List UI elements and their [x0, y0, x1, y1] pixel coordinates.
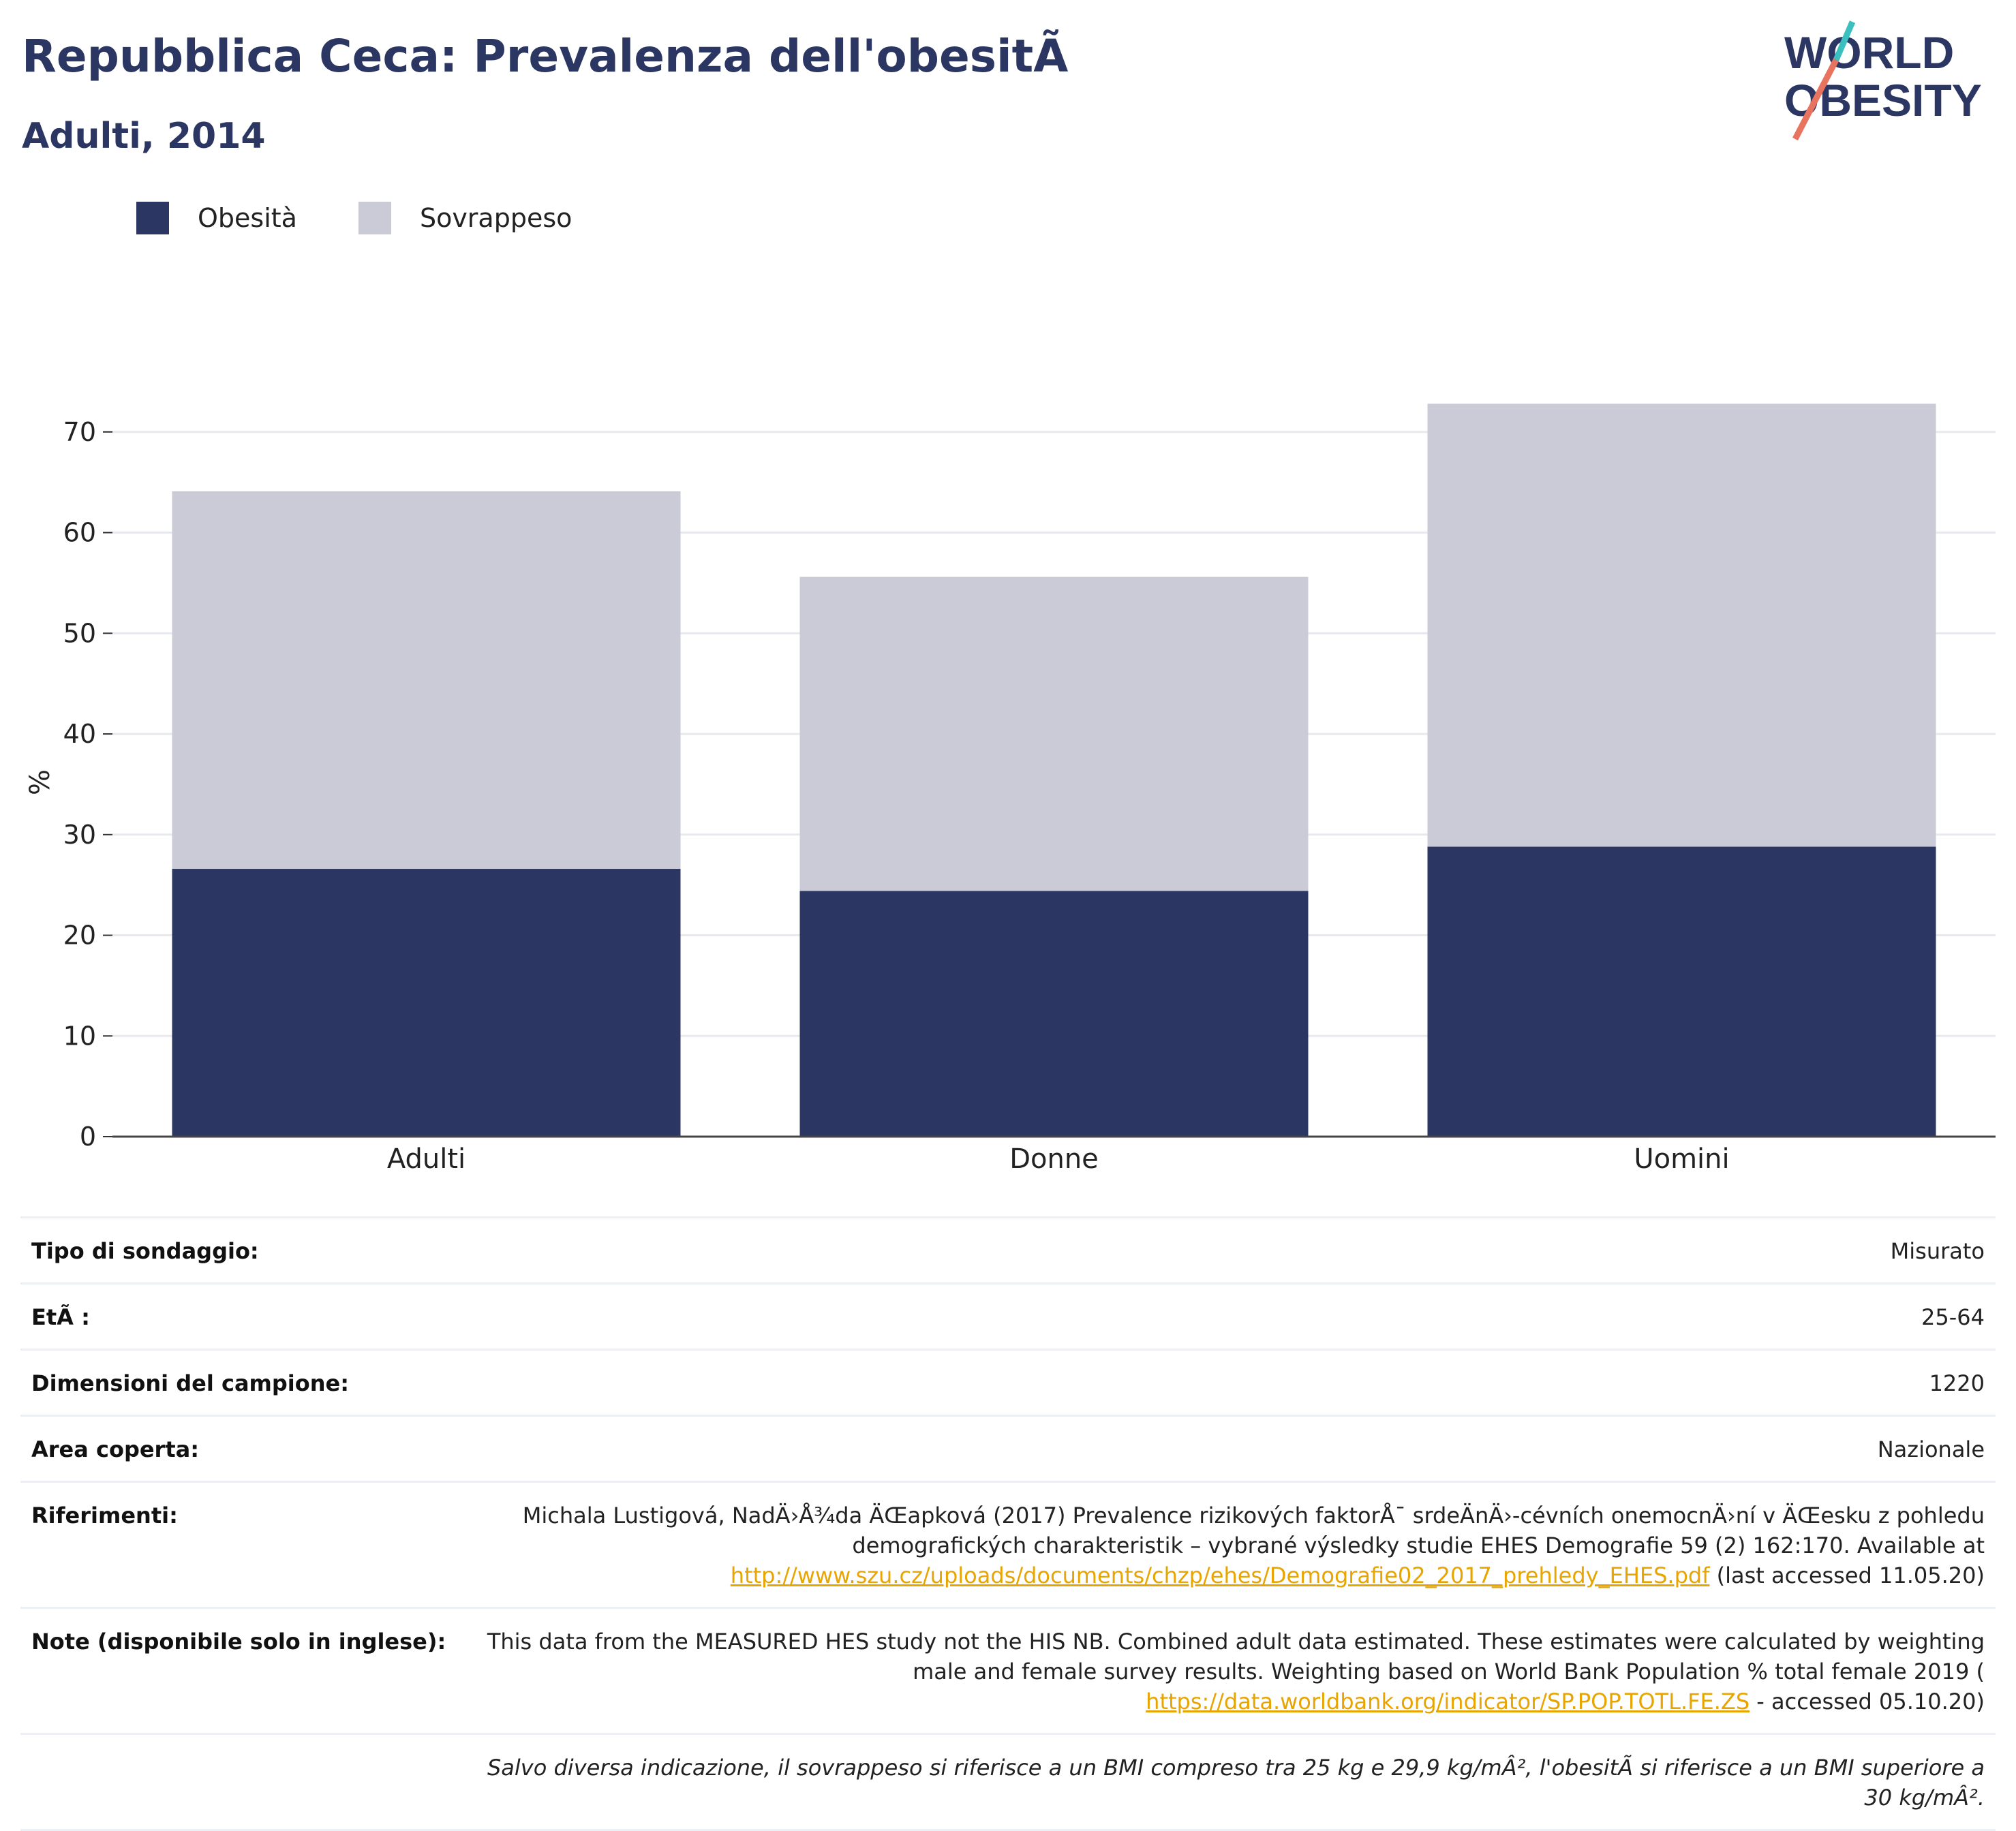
- sample-size-value: 1220: [1929, 1370, 1985, 1396]
- references-text: Michala Lustigová, NadÄ›Å¾da ÄŒapková (2…: [522, 1503, 1985, 1558]
- y-tick-label-0: 0: [80, 1122, 96, 1152]
- legend-item-obesity[interactable]: Obesità: [136, 202, 297, 234]
- logo-coral-slash: [1792, 58, 1839, 141]
- bar-donne-overweight: [799, 576, 1309, 891]
- info-row-footnote: Salvo diversa indicazione, il sovrappeso…: [20, 1733, 1996, 1831]
- info-row-area: Area coperta: Nazionale: [20, 1415, 1996, 1481]
- y-tick-label-50: 50: [63, 618, 96, 648]
- x-tick-label-donne: Donne: [1009, 1143, 1099, 1175]
- notes-accessed: - accessed 05.10.20): [1756, 1689, 1985, 1714]
- bar-adulti-obesity: [172, 869, 681, 1137]
- y-tick-label-20: 20: [63, 921, 96, 951]
- y-tick-label-40: 40: [63, 719, 96, 749]
- legend-label-overweight: Sovrappeso: [419, 203, 572, 233]
- bmi-footnote: Salvo diversa indicazione, il sovrappeso…: [487, 1755, 1985, 1811]
- info-row-references: Riferimenti: Michala Lustigová, NadÄ›Å¾d…: [20, 1481, 1996, 1607]
- page-subtitle: Adulti, 2014: [22, 116, 266, 157]
- survey-type-label: Tipo di sondaggio:: [31, 1238, 259, 1264]
- bar-uomini-overweight: [1427, 403, 1936, 847]
- y-tick-label-70: 70: [63, 417, 96, 447]
- page-title: Repubblica Ceca: Prevalenza dell'obesitÃ: [22, 30, 1069, 82]
- x-tick-label-uomini: Uomini: [1634, 1143, 1729, 1175]
- notes-text: This data from the MEASURED HES study no…: [487, 1629, 1985, 1684]
- logo-teal-slash: [1833, 20, 1856, 61]
- legend: Obesità Sovrappeso: [136, 202, 633, 234]
- y-tick-label-10: 10: [63, 1021, 96, 1051]
- legend-label-obesity: Obesità: [198, 203, 297, 233]
- logo-line1: WORLD: [1784, 27, 1954, 78]
- y-tick-label-60: 60: [63, 518, 96, 548]
- survey-type-value: Misurato: [1890, 1238, 1985, 1264]
- legend-swatch-overweight: [358, 202, 391, 234]
- bar-adulti-overweight: [172, 491, 681, 870]
- world-obesity-logo: WORLD OBESITY: [1784, 20, 1982, 141]
- area-value: Nazionale: [1877, 1436, 1985, 1462]
- bar-uomini-obesity: [1427, 846, 1936, 1137]
- references-accessed: (last accessed 11.05.20): [1716, 1563, 1985, 1588]
- area-label: Area coperta:: [31, 1436, 200, 1462]
- x-tick-label-adulti: Adulti: [387, 1143, 465, 1175]
- notes-link[interactable]: https://data.worldbank.org/indicator/SP.…: [1146, 1689, 1750, 1714]
- info-row-age: EtÃ : 25-64: [20, 1282, 1996, 1349]
- stacked-bar-chart: 0 10 20 30 40 50 60 70 Adulti Donne Uomini%: [25, 403, 1996, 1175]
- info-row-survey-type: Tipo di sondaggio: Misurato: [20, 1216, 1996, 1282]
- y-tick-label-30: 30: [63, 820, 96, 850]
- sample-size-label: Dimensioni del campione:: [31, 1370, 350, 1396]
- info-row-sample-size: Dimensioni del campione: 1220: [20, 1349, 1996, 1415]
- references-label: Riferimenti:: [31, 1503, 178, 1528]
- age-label: EtÃ :: [31, 1304, 90, 1330]
- legend-swatch-obesity: [136, 202, 169, 234]
- references-value: Michala Lustigová, NadÄ›Å¾da ÄŒapková (2…: [458, 1501, 1985, 1590]
- y-axis-label: %: [25, 769, 56, 795]
- notes-value: This data from the MEASURED HES study no…: [458, 1627, 1985, 1717]
- bar-donne-obesity: [799, 891, 1309, 1137]
- survey-info-table: Tipo di sondaggio: Misurato EtÃ : 25-64 …: [20, 1216, 1996, 1831]
- references-link[interactable]: http://www.szu.cz/uploads/documents/chzp…: [730, 1563, 1710, 1588]
- notes-label: Note (disponibile solo in inglese):: [31, 1629, 446, 1655]
- legend-item-overweight[interactable]: Sovrappeso: [358, 202, 572, 234]
- info-row-notes: Note (disponibile solo in inglese): This…: [20, 1607, 1996, 1733]
- age-value: 25-64: [1921, 1304, 1985, 1330]
